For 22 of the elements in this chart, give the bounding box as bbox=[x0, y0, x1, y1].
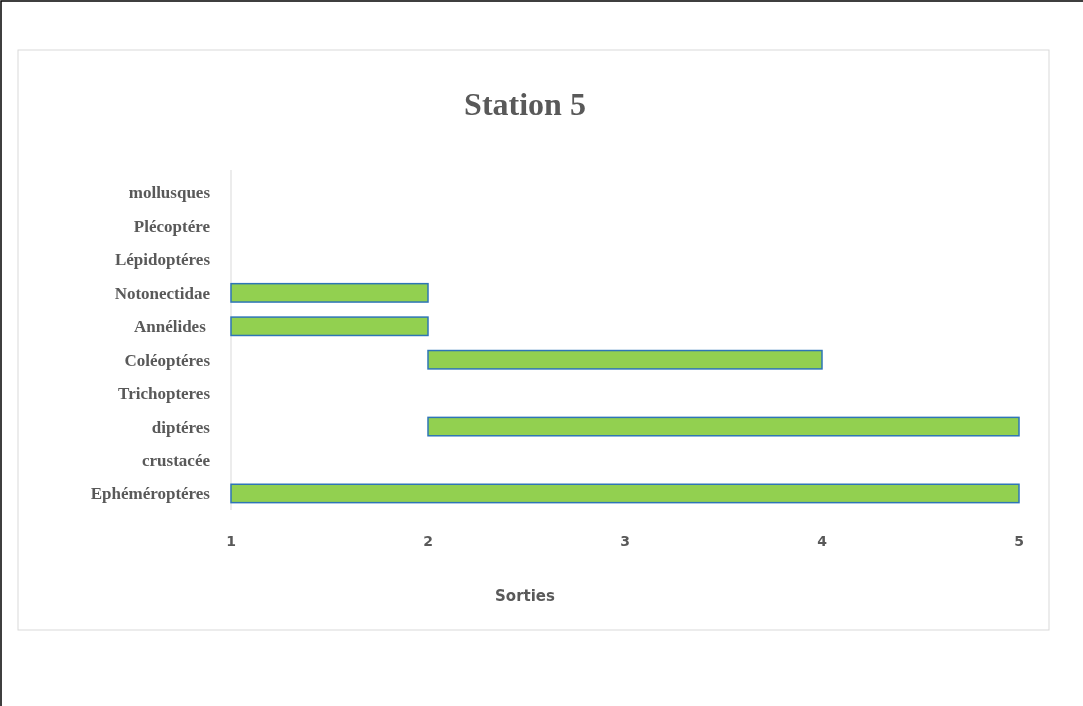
bar bbox=[230, 282, 429, 303]
y-tick-label: Annélides bbox=[133, 317, 210, 337]
x-tick-label: 3 bbox=[620, 533, 630, 549]
y-tick-label: Ephéméroptéres bbox=[90, 484, 211, 504]
y-tick-label: Trichopteres bbox=[118, 384, 211, 404]
chart-title: Station 5 bbox=[464, 86, 586, 122]
y-tick-label: diptéres bbox=[151, 417, 211, 437]
y-tick-label: Plécoptére bbox=[133, 216, 211, 236]
x-axis-title: Sorties bbox=[495, 587, 556, 605]
y-tick-label: crustacée bbox=[142, 450, 211, 470]
bar bbox=[427, 349, 823, 370]
x-tick-label: 2 bbox=[423, 533, 433, 549]
x-tick-label: 4 bbox=[817, 533, 828, 549]
x-tick-label: 1 bbox=[226, 533, 236, 549]
y-tick-label: Coléoptéres bbox=[124, 350, 211, 370]
bar bbox=[230, 316, 429, 337]
x-tick-label: 5 bbox=[1014, 533, 1024, 549]
bar bbox=[230, 483, 1020, 504]
y-tick-label: Lépidoptéres bbox=[114, 250, 211, 270]
y-tick-label: mollusques bbox=[128, 183, 211, 203]
y-tick-label: Notonectidae bbox=[114, 283, 211, 303]
bar bbox=[427, 416, 1020, 437]
